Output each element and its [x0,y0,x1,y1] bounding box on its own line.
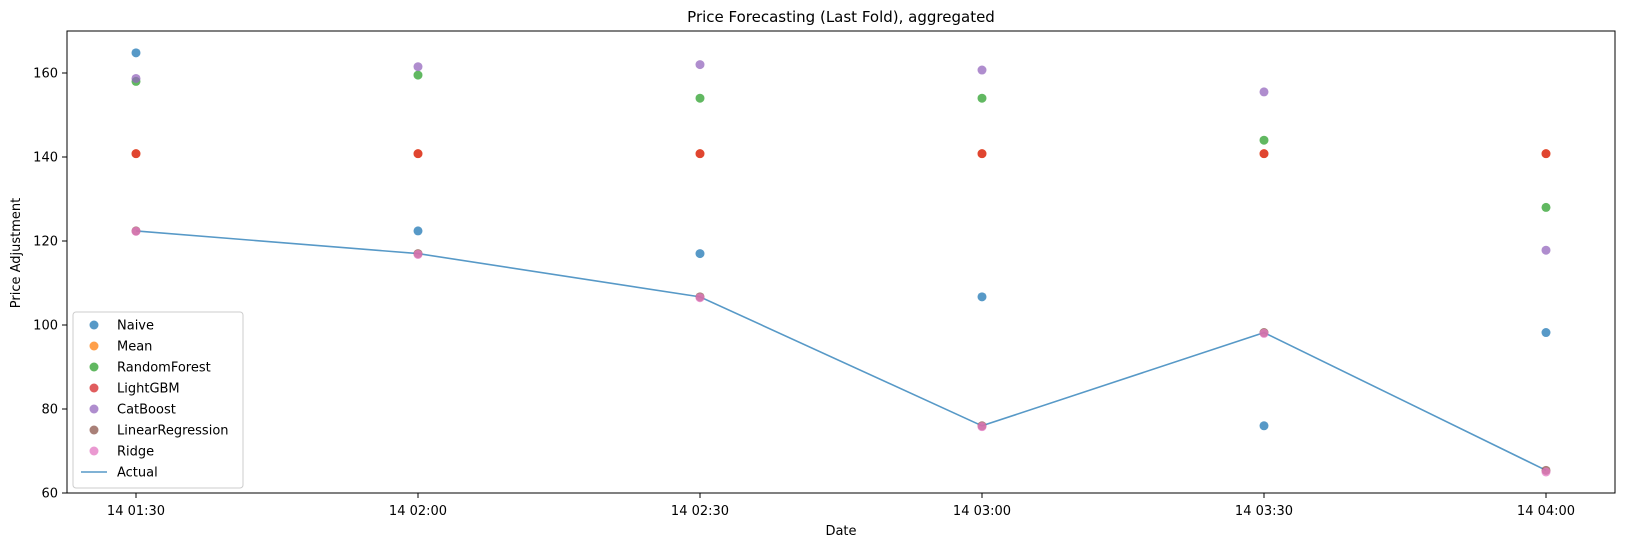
legend-label-naive: Naive [117,319,154,334]
point-catboost [695,60,705,70]
point-naive [1259,421,1269,431]
point-ridge [131,226,141,236]
point-ridge [413,249,423,259]
y-axis-label: Price Adjustment [9,198,24,308]
point-randomforest [977,93,987,103]
x-tick-label: 14 03:30 [1235,504,1293,519]
y-tick-label: 80 [41,403,58,418]
x-tick-label: 14 02:30 [671,504,729,519]
x-tick-label: 14 04:00 [1517,504,1575,519]
legend-label-actual: Actual [117,466,158,481]
legend-box [72,311,244,489]
point-lightgbm [695,149,705,159]
legend-label-ridge: Ridge [117,445,154,460]
point-ridge [1259,328,1269,338]
legend: Naive Mean RandomForest LightGBM CatBoost Lin… [72,311,244,489]
point-ridge [977,422,987,432]
legend-swatch-naive [89,320,99,330]
point-randomforest [413,70,423,80]
legend-label-randomforest: RandomForest [117,361,211,376]
plot-frame [66,30,1616,494]
legend-swatch-randomforest [89,362,99,372]
point-naive [695,249,705,259]
point-randomforest [1259,135,1269,145]
x-tick-label: 14 01:30 [107,504,165,519]
x-axis-label: Date [825,524,856,539]
point-naive [977,292,987,302]
legend-swatch-mean [89,341,99,351]
plot-area: 60 80 100 120 140 160 14 01:30 14 02:00 14 02:30… [33,48,1575,519]
x-tick-label: 14 03:00 [953,504,1011,519]
legend-swatch-ridge [89,446,99,456]
y-tick-label: 60 [41,487,58,502]
point-naive [1541,328,1551,338]
y-tick-label: 160 [33,67,58,82]
legend-label-linearregression: LinearRegression [117,424,229,439]
point-naive [131,48,141,58]
chart-title: Price Forecasting (Last Fold), aggregate… [687,8,995,26]
legend-swatch-catboost [89,404,99,414]
point-catboost [131,73,141,83]
point-randomforest [1541,202,1551,212]
point-naive [413,226,423,236]
y-tick-label: 100 [33,319,58,334]
point-ridge [695,293,705,303]
point-lightgbm [131,149,141,159]
point-lightgbm [977,149,987,159]
y-tick-label: 140 [33,151,58,166]
legend-label-lightgbm: LightGBM [117,382,180,397]
legend-swatch-lightgbm [89,383,99,393]
legend-label-catboost: CatBoost [117,403,176,418]
actual-line [135,230,1547,472]
x-tick-label: 14 02:00 [389,504,447,519]
legend-swatch-linearregression [89,425,99,435]
point-lightgbm [1541,149,1551,159]
point-lightgbm [1259,149,1269,159]
point-catboost [977,65,987,75]
point-ridge [1541,467,1551,477]
point-catboost [1541,245,1551,255]
point-lightgbm [413,149,423,159]
y-tick-label: 120 [33,235,58,250]
legend-label-mean: Mean [117,340,152,355]
point-catboost [413,62,423,72]
point-randomforest [695,93,705,103]
point-catboost [1259,87,1269,97]
